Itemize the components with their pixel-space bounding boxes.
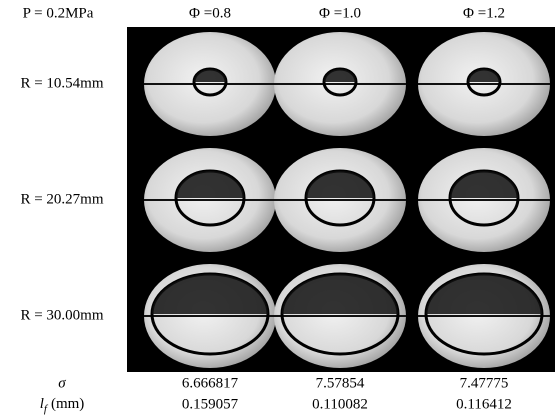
sigma-value: 6.666817 [182, 375, 239, 391]
row-label: R = 30.00mm [20, 307, 103, 323]
lf-label: lf(mm) [40, 396, 85, 414]
lf-subscript: f [44, 403, 49, 415]
figure: P = 0.2MPa Φ =0.8 Φ =1.0 Φ =1.2 R = 10.5… [0, 0, 555, 419]
column-label: Φ =1.2 [463, 5, 505, 21]
column-label: Φ =0.8 [189, 5, 231, 21]
lf-value: 0.110082 [312, 396, 368, 412]
row-label: R = 10.54mm [20, 75, 103, 91]
sigma-value: 7.47775 [460, 375, 509, 391]
lf-value: 0.116412 [456, 396, 512, 412]
lf-unit: (mm) [51, 396, 84, 412]
row-label: R = 20.27mm [20, 191, 103, 207]
column-label: Φ =1.0 [319, 5, 361, 21]
lf-value: 0.159057 [182, 396, 239, 412]
sigma-value: 7.57854 [316, 375, 365, 391]
sigma-label: σ [58, 375, 66, 391]
pressure-label: P = 0.2MPa [23, 5, 94, 21]
